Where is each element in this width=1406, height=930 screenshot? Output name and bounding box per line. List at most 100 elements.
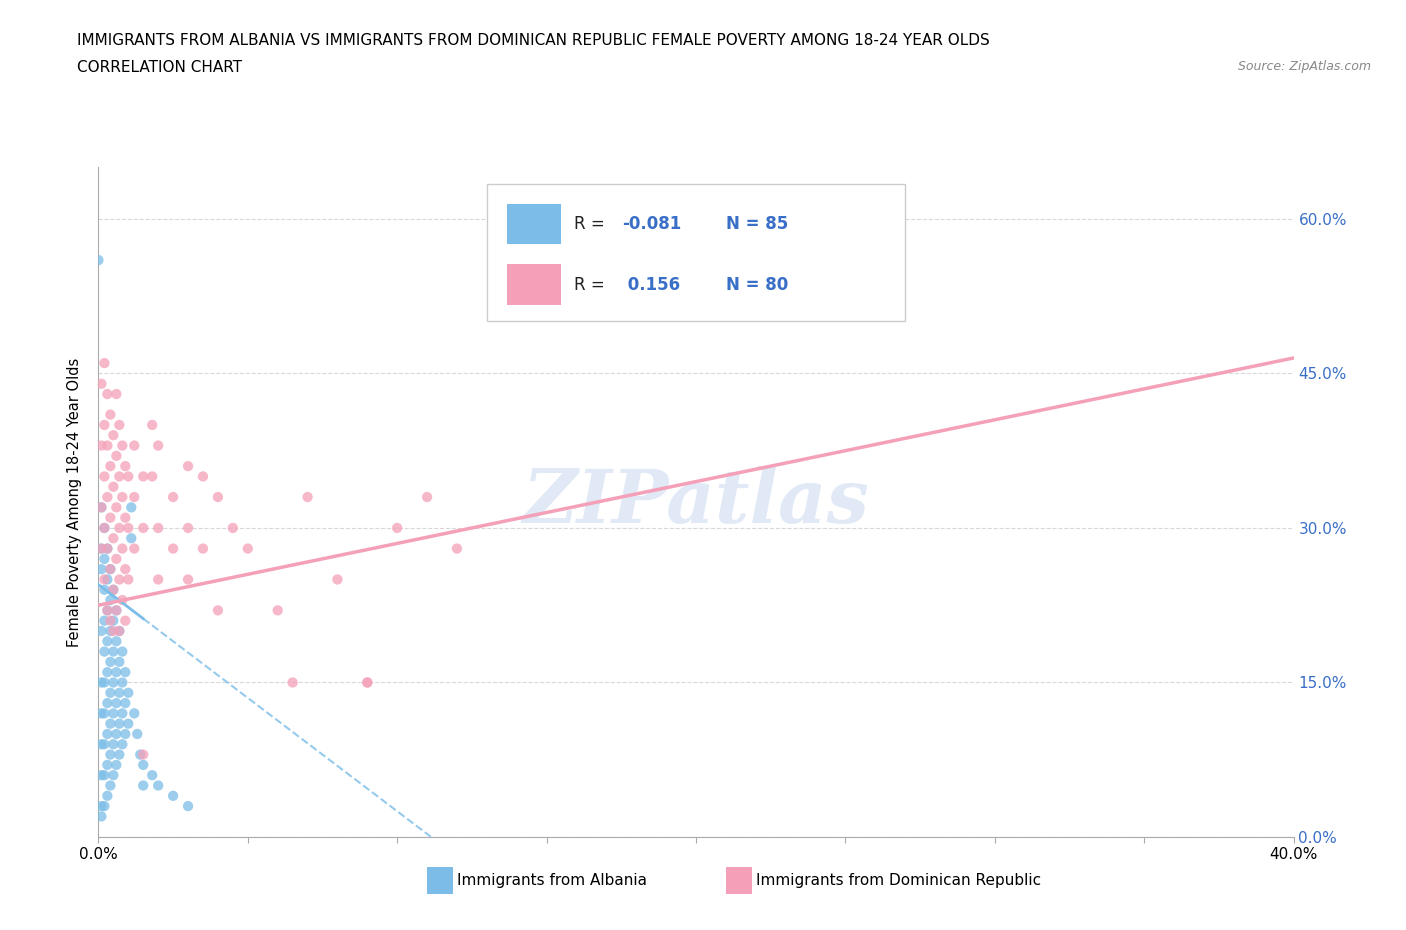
Point xyxy=(96,696,118,711)
Point xyxy=(132,469,155,484)
Point xyxy=(117,469,139,484)
Point xyxy=(117,716,139,731)
Point xyxy=(96,726,118,741)
Point xyxy=(267,603,290,618)
Point xyxy=(93,521,115,536)
Point xyxy=(117,572,139,587)
Point xyxy=(114,511,136,525)
Point xyxy=(96,603,118,618)
Point xyxy=(356,675,378,690)
Point xyxy=(93,469,115,484)
Point xyxy=(103,768,125,783)
Text: Source: ZipAtlas.com: Source: ZipAtlas.com xyxy=(1237,60,1371,73)
Point xyxy=(100,685,122,700)
Point xyxy=(90,768,112,783)
Point xyxy=(93,706,115,721)
Text: N = 80: N = 80 xyxy=(725,275,789,294)
Point xyxy=(96,572,118,587)
Point xyxy=(111,644,134,659)
Point xyxy=(114,665,136,680)
Point xyxy=(108,747,131,762)
Point xyxy=(148,521,170,536)
Point xyxy=(141,418,163,432)
Point xyxy=(90,799,112,814)
Point xyxy=(100,655,122,670)
Point xyxy=(148,438,170,453)
Text: ZIPatlas: ZIPatlas xyxy=(523,466,869,538)
Point xyxy=(100,458,122,473)
Point xyxy=(96,634,118,649)
Point xyxy=(93,418,115,432)
Point xyxy=(108,655,131,670)
Point xyxy=(416,489,439,504)
Text: N = 85: N = 85 xyxy=(725,216,789,233)
Point xyxy=(114,726,136,741)
Point xyxy=(114,613,136,628)
Point xyxy=(103,644,125,659)
Y-axis label: Female Poverty Among 18-24 Year Olds: Female Poverty Among 18-24 Year Olds xyxy=(67,357,83,647)
Point xyxy=(191,541,214,556)
Point xyxy=(105,634,128,649)
Point xyxy=(105,726,128,741)
Point xyxy=(124,541,146,556)
Point xyxy=(90,706,112,721)
Point xyxy=(103,613,125,628)
Point xyxy=(108,623,131,638)
Point xyxy=(207,603,229,618)
Point xyxy=(100,747,122,762)
Point xyxy=(105,387,128,402)
Point xyxy=(93,521,115,536)
Point xyxy=(111,706,134,721)
Point xyxy=(103,582,125,597)
Point xyxy=(148,778,170,793)
Point xyxy=(129,747,152,762)
Point xyxy=(108,521,131,536)
Point xyxy=(108,716,131,731)
Point xyxy=(90,675,112,690)
Point xyxy=(96,789,118,804)
Point xyxy=(177,521,200,536)
Bar xyxy=(508,264,561,305)
Point xyxy=(111,489,134,504)
Point xyxy=(96,438,118,453)
Point xyxy=(177,458,200,473)
Point xyxy=(108,685,131,700)
Point xyxy=(105,500,128,515)
Point xyxy=(90,562,112,577)
Point xyxy=(111,592,134,607)
Point xyxy=(103,531,125,546)
Point xyxy=(90,737,112,751)
Point xyxy=(100,623,122,638)
Point xyxy=(100,562,122,577)
Point xyxy=(120,531,142,546)
Point xyxy=(103,675,125,690)
Point xyxy=(108,418,131,432)
Point xyxy=(87,253,110,268)
Bar xyxy=(508,205,561,245)
Point xyxy=(108,572,131,587)
Point xyxy=(124,706,146,721)
Point xyxy=(132,521,155,536)
Point xyxy=(132,747,155,762)
Point xyxy=(93,675,115,690)
Point xyxy=(236,541,259,556)
Point xyxy=(162,489,184,504)
Point xyxy=(111,541,134,556)
Point xyxy=(96,665,118,680)
Point xyxy=(111,675,134,690)
Point xyxy=(162,541,184,556)
Point xyxy=(222,521,245,536)
Point xyxy=(114,696,136,711)
Point xyxy=(90,541,112,556)
Point xyxy=(93,613,115,628)
Point xyxy=(90,377,112,392)
Text: CORRELATION CHART: CORRELATION CHART xyxy=(77,60,242,75)
Point xyxy=(114,562,136,577)
Point xyxy=(103,706,125,721)
Point xyxy=(100,778,122,793)
Point xyxy=(105,448,128,463)
Point xyxy=(297,489,319,504)
Point xyxy=(108,623,131,638)
Point xyxy=(108,469,131,484)
Point xyxy=(111,737,134,751)
